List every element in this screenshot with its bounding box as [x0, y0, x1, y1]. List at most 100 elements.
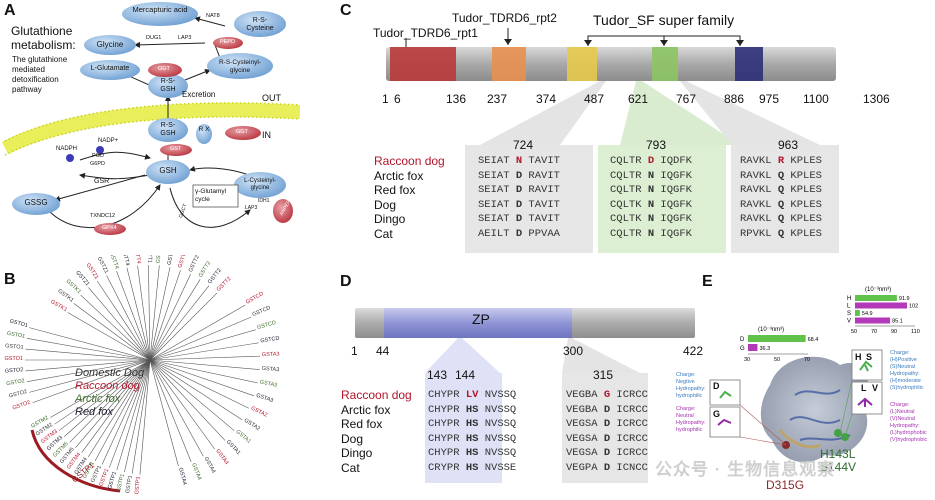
tree-branch	[149, 279, 201, 361]
tree-branch	[149, 316, 252, 361]
zp-domain-label: ZP	[472, 311, 490, 327]
tree-branch	[32, 359, 151, 404]
tree-branch	[149, 359, 192, 463]
seq-suffix: KPLES	[784, 169, 822, 182]
note-rt-2: (S)Neutral	[890, 364, 916, 370]
position-label: 374	[536, 92, 557, 106]
mercapturic-label: Mercapturic acid	[132, 5, 188, 14]
tree-tip-label: GSTA3	[255, 393, 274, 404]
tree-tip-label: GSTT4	[108, 255, 120, 270]
inset-hs	[851, 349, 883, 381]
alignment-row: SEIAT D RAVIT	[478, 183, 560, 198]
tree-tip-label: GSTA1	[235, 429, 252, 445]
mutation-h143l: H143L	[820, 447, 856, 461]
tree-branch	[26, 337, 151, 361]
gpx4-label: GPX4	[102, 225, 117, 231]
chart-bar	[748, 344, 758, 351]
gst-node	[160, 144, 192, 156]
zp-domain-map	[355, 308, 695, 483]
mercapturic-node	[122, 2, 198, 26]
c-block3-bg	[731, 145, 839, 253]
excretion-label: Excretion	[182, 90, 216, 99]
ggt-right-node	[225, 126, 261, 140]
variant-residue: N	[647, 169, 655, 182]
gamma-label: γ-Glutamyl cycle	[195, 188, 227, 203]
variant-residue: N	[515, 155, 523, 167]
variant-residue: D	[603, 403, 611, 416]
tree-tip-label: GSTA3	[261, 366, 279, 374]
tree-branch	[149, 359, 204, 457]
chart-tick-label: 110	[911, 329, 920, 335]
glycine-label: Glycine	[96, 40, 124, 49]
chart-value-label: 36.3	[759, 346, 770, 352]
note-rb-2: (V)Neutral	[890, 416, 916, 422]
tree-branch	[149, 292, 218, 361]
legend-arctic-fox: Arctic fox	[75, 393, 121, 405]
rsgsh-mid-node	[148, 118, 188, 142]
tree-tip-label: GSTA4	[190, 462, 202, 481]
d-pos-144: 144	[455, 368, 476, 382]
tree-branch	[149, 267, 171, 361]
seq-prefix: RAVKL	[740, 155, 778, 167]
chart-category-label: L	[847, 304, 851, 310]
tree-tip-label: GSTCD	[257, 320, 277, 331]
seq-suffix: KPLES	[784, 213, 822, 225]
d-species-raccoon: Raccoon dog	[341, 388, 412, 402]
l-glutamate-node	[80, 60, 140, 80]
seq-suffix: TAVIT	[522, 155, 560, 167]
ggt-top-node	[148, 63, 182, 77]
tree-branch	[131, 359, 151, 474]
tree-branch	[149, 304, 246, 361]
chart-tick-label: 90	[891, 329, 897, 335]
seq-suffix: KPLES	[784, 227, 822, 240]
seq-suffix: NVSSQ	[478, 418, 517, 430]
tree-tip-label: GSTA4	[214, 448, 229, 466]
chart-category-label: V	[847, 319, 851, 325]
tree-branch	[149, 359, 235, 431]
alignment-row: CHYPR HS NVSSQ	[428, 432, 516, 447]
variant-residue: R	[777, 155, 785, 167]
tree-branch	[87, 359, 151, 458]
alignment-row: RAVKL Q KPLES	[740, 169, 822, 184]
seq-suffix: IQGFK	[654, 213, 692, 225]
tree-tip-label: GSTA4	[177, 467, 187, 486]
seq-prefix: RAVKL	[740, 184, 778, 196]
tree-tip-label: GSTP1	[116, 473, 126, 492]
gssg-label: GSSG	[24, 198, 48, 207]
tree-tip-label: GSTZ1	[96, 256, 109, 275]
rx-label: R X	[198, 126, 210, 133]
position-label: 621	[628, 92, 649, 106]
seq-prefix: RAVKL	[740, 213, 778, 225]
tree-tip-label: GSTO2	[8, 389, 27, 400]
alignment-row: SEIAT D TAVIT	[478, 198, 560, 213]
d-pos-44: 44	[376, 344, 390, 358]
panel-c-letter: C	[340, 2, 352, 19]
tree-branch	[64, 359, 151, 437]
tree-tip-label: GSTK1	[56, 288, 74, 304]
seq-prefix: CHYPR	[428, 432, 466, 445]
gsh-node	[146, 160, 190, 184]
variant-residue: N	[647, 227, 655, 240]
seq-prefix: RPVKL	[740, 227, 778, 240]
alignment-row: CQLTK N IQGFK	[610, 212, 692, 227]
chart-tick-label: 50	[851, 329, 857, 335]
tree-branch	[29, 327, 151, 361]
tree-branch	[69, 359, 151, 443]
alignment-row: CQLTR N IQGFK	[610, 183, 692, 198]
position-label: 6	[394, 92, 401, 106]
alignment-row: SEIAT D RAVIT	[478, 169, 560, 184]
seq-suffix: PPVAA	[522, 227, 560, 240]
chart-value-label: 68.4	[808, 337, 819, 343]
nadph-label: NADPH	[56, 146, 78, 152]
panel-a-subtitle: The glutathione mediated detoxification …	[12, 55, 68, 94]
variant-residue: D	[515, 227, 523, 240]
e-notes-right-bottom: Charge: (L)Neutral (V)Neutral Hydropathy…	[890, 402, 927, 444]
position-label: 1306	[863, 92, 890, 106]
tree-branch	[149, 359, 255, 397]
seq-suffix: TAVIT	[522, 213, 560, 225]
tree-branch	[149, 359, 260, 370]
seq-suffix: ICRCC	[610, 389, 648, 401]
c-pos-793: 793	[646, 138, 667, 152]
tree-tip-label: GSTZ1	[85, 262, 100, 280]
